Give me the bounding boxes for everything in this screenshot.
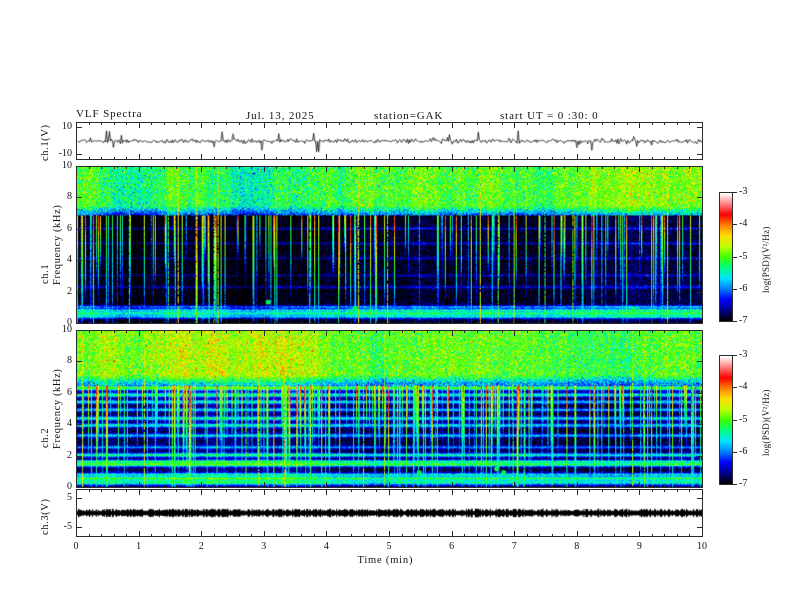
- y-tick-label: 0: [67, 317, 72, 328]
- x-tick-label: 0: [73, 541, 79, 552]
- y-tick-label: 4: [67, 418, 72, 430]
- x-tick-label: 3: [261, 541, 267, 552]
- colorbar-tick: [733, 192, 737, 193]
- colorbar-tick: [733, 224, 737, 225]
- colorbar-tick: [733, 321, 737, 322]
- x-axis-title: Time (min): [357, 555, 414, 566]
- colorbar-tick: [733, 257, 737, 258]
- observation-date: Jul. 13, 2025: [246, 110, 315, 122]
- ch2-colorbar: [719, 355, 733, 485]
- colorbar-tick: [733, 355, 737, 356]
- x-tick-label: 9: [636, 541, 642, 552]
- x-tick-label: 8: [574, 541, 580, 552]
- y-tick-label: 8: [67, 355, 72, 367]
- y-tick-label: 10: [62, 160, 72, 171]
- y-tick-label: -10: [58, 147, 72, 159]
- colorbar-tick-label: -6: [739, 282, 748, 294]
- start-ut-label: start UT = 0 :30: 0: [500, 110, 599, 122]
- colorbar-tick: [733, 452, 737, 453]
- x-tick-label: 7: [511, 541, 517, 552]
- y-tick-label: 10: [62, 121, 72, 133]
- y-tick-label: 6: [67, 386, 72, 398]
- colorbar-tick: [733, 420, 737, 421]
- colorbar-tick-label: -4: [739, 381, 748, 393]
- y-tick-label: 5: [67, 491, 72, 503]
- colorbar-tick-label: -4: [739, 218, 748, 230]
- y-tick-label: 2: [67, 285, 72, 297]
- x-tick-label: 2: [198, 541, 204, 552]
- y-tick-label: 6: [67, 222, 72, 234]
- y-tick-label: 8: [67, 191, 72, 203]
- x-tick-label: 5: [386, 541, 392, 552]
- y-tick-label: -5: [63, 521, 72, 533]
- y-tick-label: 10: [62, 324, 72, 335]
- ch3-waveform-panel: [76, 489, 703, 537]
- y-tick-label: 2: [67, 449, 72, 461]
- station-label: station=GAK: [374, 110, 444, 122]
- x-tick-label: 1: [136, 541, 142, 552]
- ch1-colorbar: [719, 192, 733, 322]
- colorbar-tick: [733, 387, 737, 388]
- colorbar-tick-label: -7: [739, 315, 748, 326]
- colorbar-tick-label: -7: [739, 478, 748, 489]
- ch2-colorbar-label: log(PSD)(V²/Hz): [761, 389, 771, 456]
- colorbar-tick-label: -5: [739, 413, 748, 425]
- colorbar-tick-label: -3: [739, 349, 748, 360]
- y-tick-label: 4: [67, 254, 72, 266]
- x-tick-label: 6: [449, 541, 455, 552]
- colorbar-tick: [733, 484, 737, 485]
- ch1-waveform-panel: [76, 122, 703, 160]
- y-tick-label: 0: [67, 481, 72, 492]
- page-title: VLF Spectra: [76, 108, 143, 120]
- colorbar-tick: [733, 289, 737, 290]
- x-tick-label: 10: [697, 541, 707, 552]
- ch2-spectrogram-panel: [76, 330, 703, 488]
- x-tick-label: 4: [323, 541, 329, 552]
- colorbar-tick-label: -3: [739, 186, 748, 197]
- ch1-spectrogram-panel: [76, 166, 703, 324]
- colorbar-tick-label: -5: [739, 250, 748, 262]
- colorbar-tick-label: -6: [739, 445, 748, 457]
